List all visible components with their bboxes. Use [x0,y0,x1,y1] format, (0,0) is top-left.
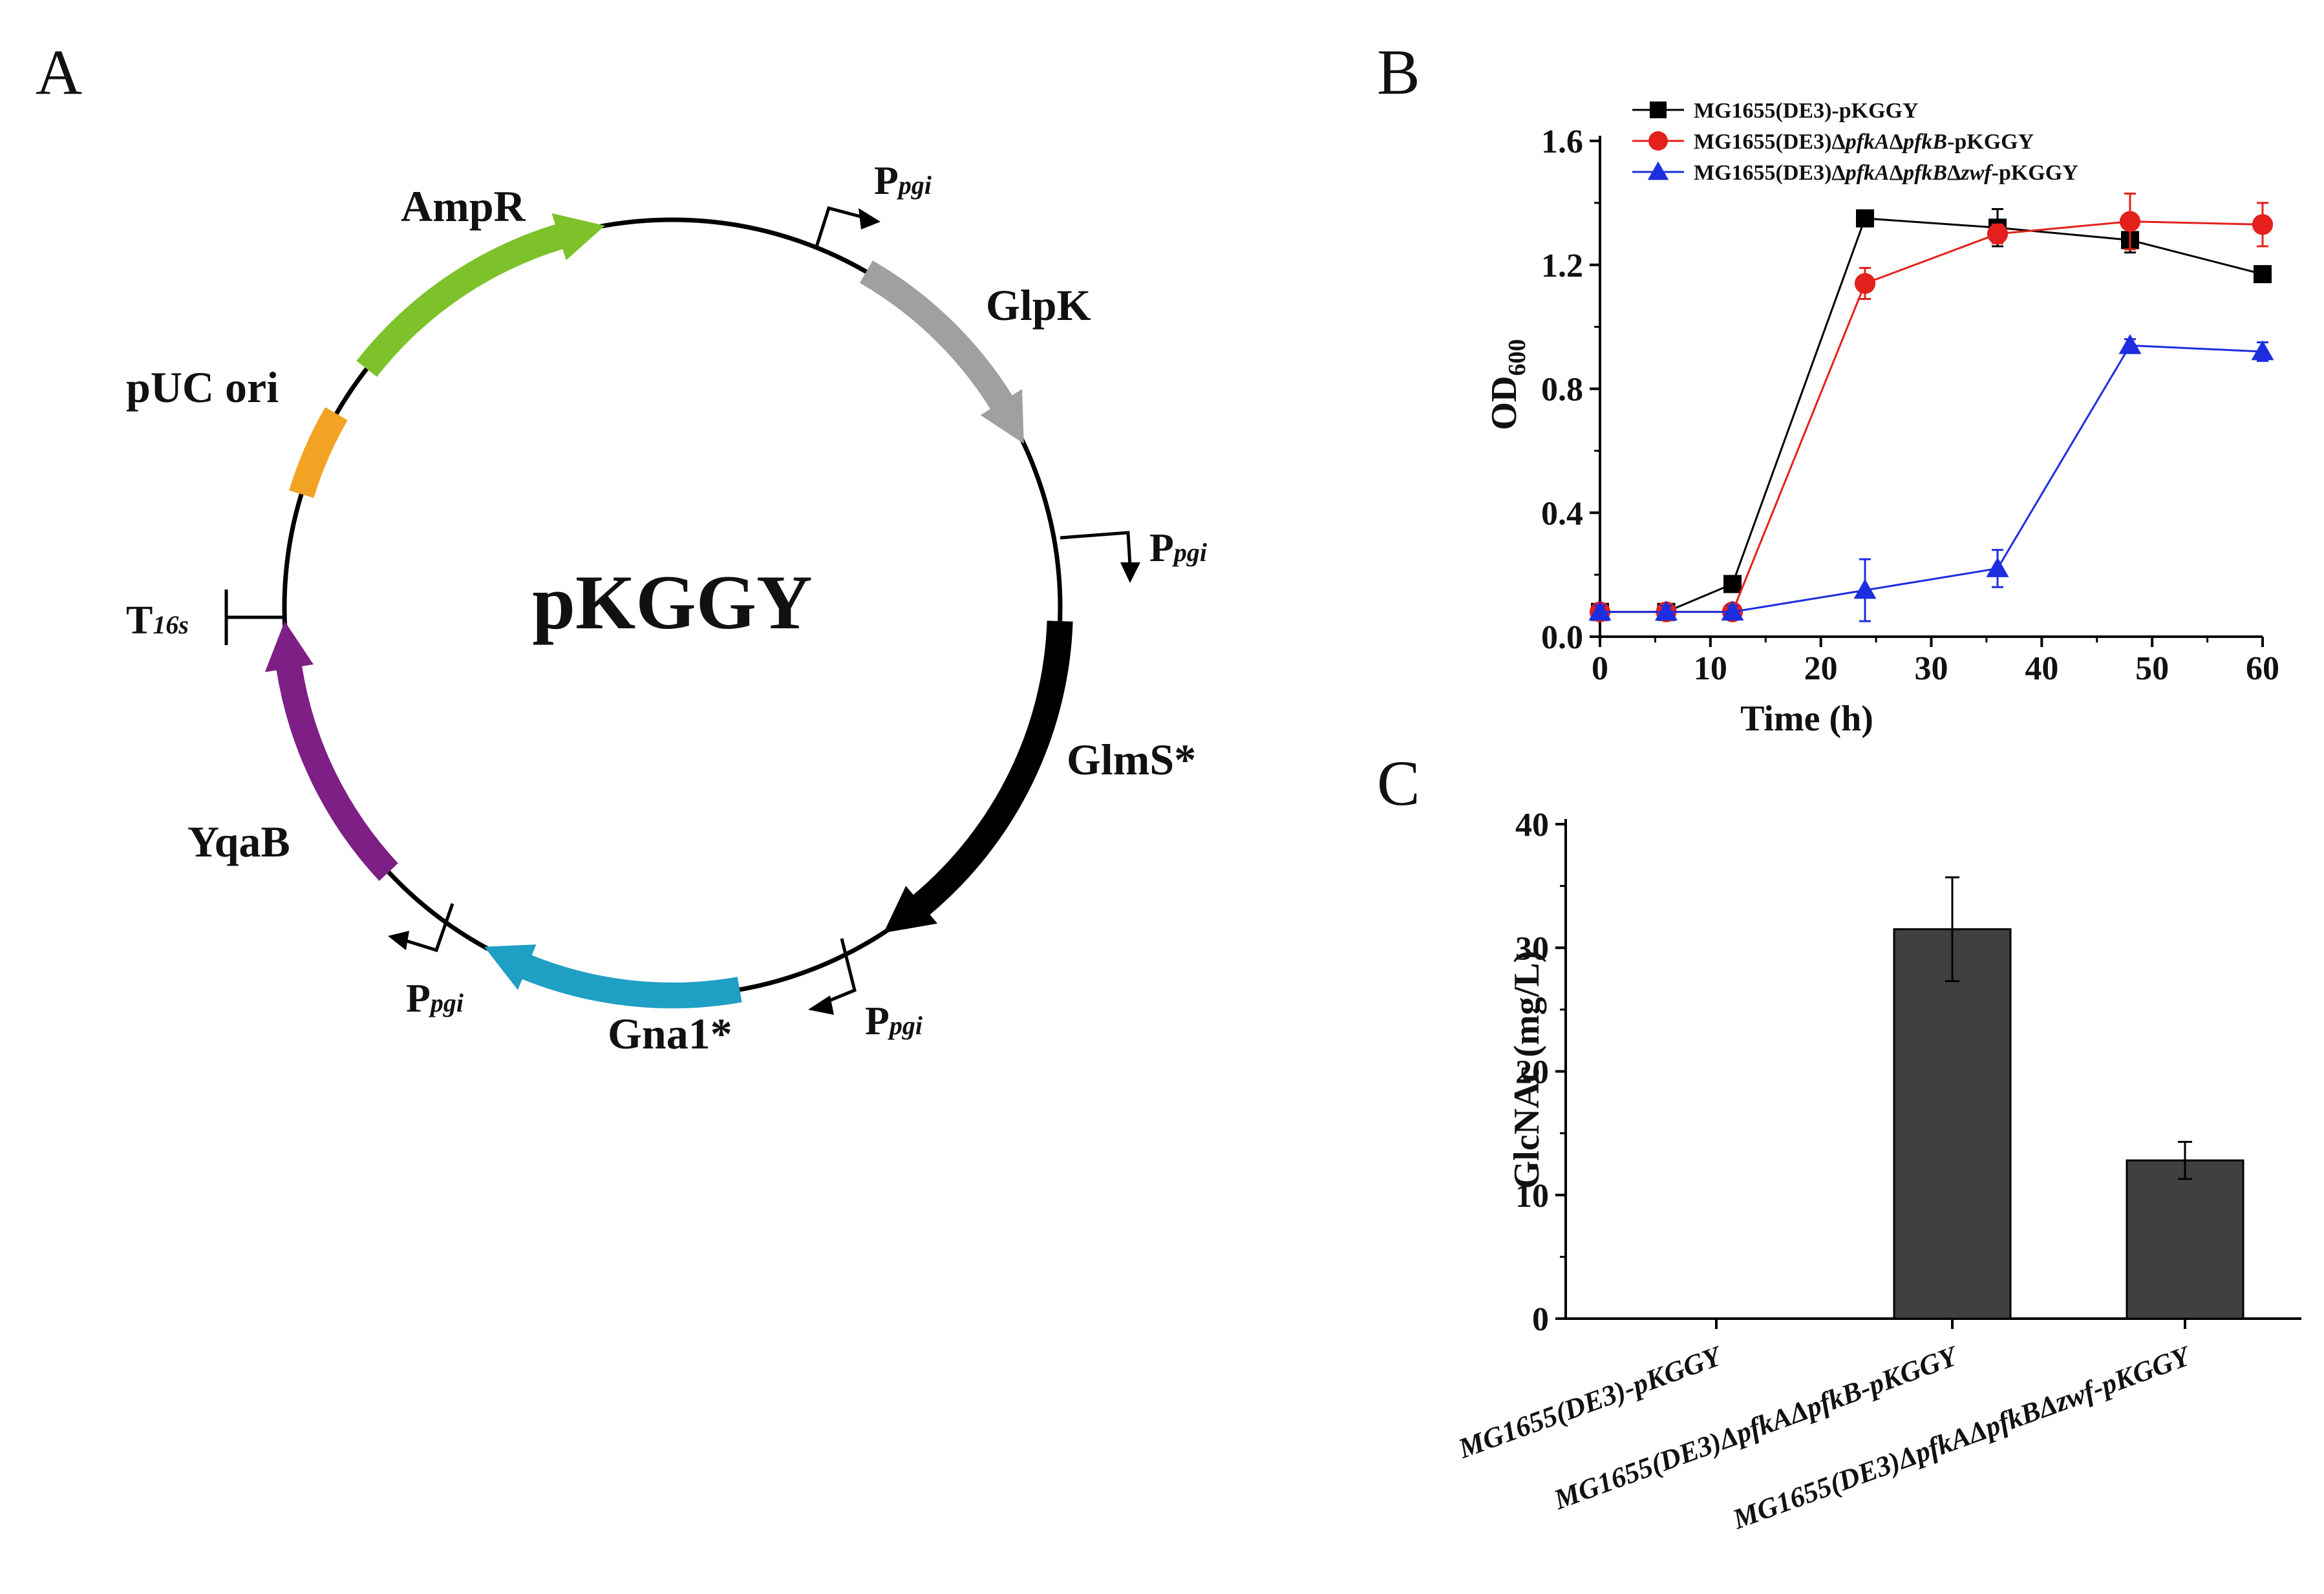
glms-arrow [883,621,1073,933]
od600-data-point [2119,211,2141,232]
feature-label-puc-ori: pUC ori [126,363,279,412]
ampr-arrow [356,213,605,377]
feature-label-gna1: Gna1* [608,1009,732,1058]
panel-label-a: A [36,36,82,108]
od600-x-tick-label: 10 [1694,650,1727,687]
od600-y-tick-label: 0.0 [1541,619,1583,656]
od600-legend-label: MG1655(DE3)ΔpfkAΔpfkBΔzwf-pKGGY [1694,161,2078,185]
glcnac-bar [1893,928,2012,1320]
od600-x-axis-title: Time (h) [1740,699,1873,739]
od600-data-point [1856,209,1874,228]
od600-x-tick-label: 30 [1915,650,1948,687]
glcnac-y-tick-label: 30 [1515,930,1549,967]
glcnac-y-tick-label: 20 [1515,1054,1549,1091]
glcnac-category-labels: MG1655(DE3)-pKGGYMG1655(DE3)ΔpfkAΔpfkB-p… [1454,1339,2197,1536]
od600-series [1588,192,2274,622]
feature-label-glms: GlmS* [1067,735,1196,784]
glcnac-ticks: 0 10 20 30 40 [1515,807,2186,1338]
panel-label-c: C [1377,747,1420,819]
promoter-right: Ppgi [1060,526,1207,583]
feature-label-glpk: GlpK [986,281,1091,330]
od600-data-point [1721,600,1744,621]
svg-text:Ppgi: Ppgi [865,999,922,1043]
glcnac-y-tick-label: 40 [1515,807,1549,844]
terminator-t16s: T16s [126,590,284,645]
od600-line-chart: 0 10 20 30 40 50 60 0.0 0.4 0.8 1.2 1.6 Time (h) OD… [1484,99,2279,739]
glcnac-bars [1893,876,2244,1320]
od600-data-point [2251,340,2274,361]
gna1-arrow [484,944,742,1008]
plasmid-name: pKGGY [532,559,812,645]
svg-text:T16s: T16s [126,599,189,643]
feature-label-ampr: AmpR [401,182,526,231]
od600-y-tick-label: 1.2 [1541,248,1583,284]
yqab-arrow [264,621,398,881]
glcnac-y-tick-label: 10 [1515,1178,1549,1215]
od600-x-tick-label: 20 [1804,650,1838,687]
od600-x-tick-label: 60 [2246,650,2279,687]
od600-axes [1599,136,2263,638]
glcnac-bar [2126,1159,2244,1320]
od600-data-point [2252,214,2274,235]
od600-data-point [1723,575,1742,593]
od600-x-tick-label: 50 [2135,650,2169,687]
glcnac-bar-chart: 0 10 20 30 40 GlcNAc (mg/L) MG1655(DE3)-pKGG… [1454,807,2301,1535]
od600-series-1 [1591,207,2272,621]
glpk-arrow [860,260,1024,444]
svg-text:Ppgi: Ppgi [1149,526,1207,570]
od600-data-point [1655,600,1678,621]
od600-x-tick-label: 40 [2025,650,2058,687]
puc-ori-block [289,407,348,498]
od600-legend: MG1655(DE3)-pKGGY MG1655(DE3)ΔpfkAΔpfkB-p… [1632,99,2078,185]
od600-data-point [1854,273,1876,294]
promoter-bottom: Ppgi [808,938,922,1043]
od600-ticks: 0 10 20 30 40 50 60 0.0 0.4 0.8 1.2 1.6 [1541,123,2279,687]
od600-y-tick-label: 0.8 [1541,372,1583,409]
od600-data-point [2254,265,2272,284]
od600-series-line [1600,220,2263,613]
plasmid-map: pKGGY AmpR GlpK GlmS* Gna1* YqaB pUC ori… [126,159,1207,1058]
od600-series-line [1600,217,2263,613]
promoter-top: Ppgi [814,159,932,250]
od600-data-point [1853,579,1877,599]
glcnac-category-label: MG1655(DE3)ΔpfkAΔpfkB-pKGGY [1550,1339,1964,1516]
od600-data-point [1987,223,2009,244]
od600-series-line [1600,344,2263,613]
panel-label-b: B [1377,36,1420,108]
od600-series-3 [1588,334,2274,622]
od600-data-point [1588,600,1612,621]
feature-label-yqab: YqaB [187,817,290,866]
od600-legend-marker [1648,131,1668,151]
svg-text:Ppgi: Ppgi [874,159,932,203]
od600-series-2 [1589,192,2274,622]
od600-x-tick-label: 0 [1592,650,1608,687]
od600-data-point [2118,334,2142,354]
od600-legend-label: MG1655(DE3)-pKGGY [1694,99,1919,123]
glcnac-category-label: MG1655(DE3)ΔpfkAΔpfkBΔzwf-pKGGY [1728,1339,2196,1536]
svg-text:Ppgi: Ppgi [406,977,464,1021]
od600-y-tick-label: 0.4 [1541,495,1583,532]
od600-y-tick-label: 1.6 [1541,123,1583,160]
od600-legend-marker [1647,161,1669,180]
promoter-left: Ppgi [388,903,464,1021]
od600-data-point [1986,557,2009,577]
od600-legend-label: MG1655(DE3)ΔpfkAΔpfkB-pKGGY [1694,130,2034,154]
od600-legend-marker [1650,101,1667,118]
od600-y-axis-title: OD600 [1484,339,1531,430]
glcnac-y-tick-label: 0 [1532,1301,1549,1338]
glcnac-y-axis-title: GlcNAc (mg/L) [1507,951,1547,1189]
